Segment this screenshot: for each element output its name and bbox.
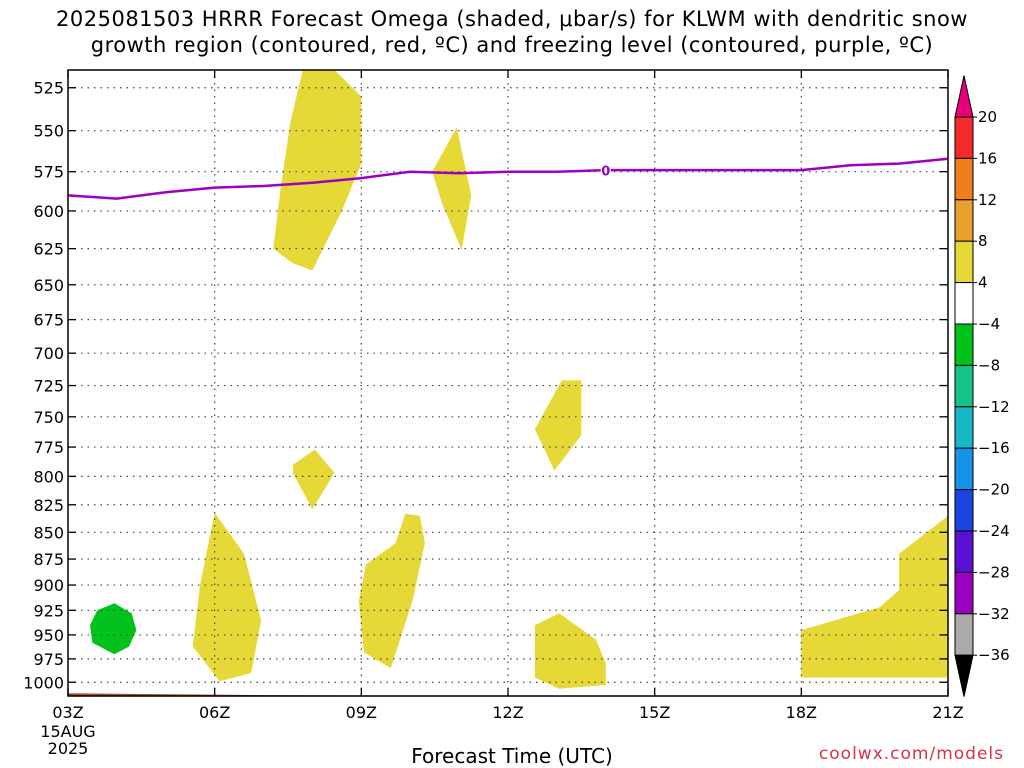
axes: 525 550 575 600 625 650 675 700 725 750 775 800 825 8… [23, 70, 964, 758]
colorbar-swatch [954, 282, 974, 325]
freezing-level-line [67, 157, 949, 200]
colorbar-label: −28 [978, 563, 1010, 581]
colorbar-swatch [954, 613, 974, 656]
y-tick-label: 725 [33, 377, 64, 396]
x-tick-label: 21Z [932, 703, 963, 722]
colorbar-swatch [954, 240, 974, 284]
x-tick-label: 09Z [346, 703, 377, 722]
y-tick-label: 775 [33, 438, 64, 457]
colorbar-label: −20 [978, 481, 1010, 499]
x-tick-label: 06Z [199, 703, 230, 722]
x-tick-label: 12Z [492, 703, 523, 722]
y-tick-label: 675 [33, 311, 64, 330]
title-line-2: growth region (contoured, red, ºC) and f… [90, 33, 934, 57]
omega-region-4 [292, 449, 335, 510]
colorbar-label: −16 [978, 439, 1010, 457]
y-tick-label: 800 [33, 467, 64, 486]
colorbar-label: −32 [978, 605, 1010, 623]
colorbar-swatch [954, 364, 974, 408]
freezing-level-label: 0 [601, 165, 610, 180]
y-tick-label: 525 [33, 79, 64, 98]
omega-region-7 [534, 613, 606, 689]
colorbar-swatch [954, 530, 974, 573]
x-tick-label: 15Z [639, 703, 670, 722]
x-tick-label: 03Z [52, 703, 83, 722]
colorbar-swatch [954, 489, 974, 532]
x-tick-label: 18Z [786, 703, 817, 722]
y-tick-label: 875 [33, 550, 64, 569]
colorbar-label: −36 [978, 646, 1010, 664]
omega-regions [90, 70, 948, 689]
y-tick-label: 625 [33, 240, 64, 259]
colorbar-label: 4 [978, 274, 988, 292]
x-axis-label: Forecast Time (UTC) [411, 744, 613, 768]
y-tick-label: 750 [33, 408, 64, 427]
omega-region-1 [273, 70, 362, 271]
x-start-date-label: 15AUG [40, 722, 95, 741]
omega-region-5 [192, 512, 262, 682]
colorbar-swatch [954, 447, 974, 491]
colorbar-swatch [954, 323, 974, 366]
y-tick-label: 900 [33, 576, 64, 595]
colorbar-label: −4 [978, 315, 1000, 333]
colorbar-label: −12 [978, 398, 1010, 416]
colorbar-swatch [954, 654, 974, 697]
y-tick-label: 1000 [23, 673, 64, 692]
colorbar-swatch [954, 75, 974, 118]
freezing-level-layer: 0 [67, 157, 949, 200]
colorbar-swatch [954, 571, 974, 615]
x-start-date-label: 2025 [48, 739, 89, 758]
omega-region-2 [432, 127, 472, 251]
omega-region-6 [358, 513, 425, 669]
colorbar-swatch [954, 199, 974, 242]
colorbar-swatch [954, 116, 974, 159]
omega-region-9 [90, 603, 137, 655]
y-tick-label: 600 [33, 202, 64, 221]
grid-lines [68, 70, 948, 696]
y-tick-label: 975 [33, 650, 64, 669]
chart-title: 2025081503 HRRR Forecast Omega (shaded, … [0, 6, 1024, 58]
y-tick-label: 650 [33, 276, 64, 295]
y-tick-label: 550 [33, 122, 64, 141]
y-tick-label: 575 [33, 163, 64, 182]
title-line-1: 2025081503 HRRR Forecast Omega (shaded, … [56, 7, 968, 31]
colorbar-label: 8 [978, 232, 988, 250]
y-tick-label: 850 [33, 523, 64, 542]
y-tick-label: 925 [33, 601, 64, 620]
colorbar-label: 16 [978, 149, 997, 167]
y-tick-label: 700 [33, 344, 64, 363]
colorbar-label: −8 [978, 356, 1000, 374]
colorbar-label: 12 [978, 191, 997, 209]
colorbar-swatch [954, 406, 974, 449]
y-tick-label: 950 [33, 626, 64, 645]
colorbar-label: 20 [978, 108, 997, 126]
freezing-label-bg [600, 162, 611, 177]
colorbar-label: −24 [978, 522, 1010, 540]
omega-region-8 [801, 515, 948, 678]
y-tick-label: 825 [33, 496, 64, 515]
credit-text: coolwx.com/models [818, 744, 1004, 764]
colorbar: 20 16 12 8 4 −4 −8 −12 −16 −20 −24 −28 −32 −36 [954, 75, 1010, 697]
omega-region-3 [534, 380, 582, 471]
colorbar-swatch [954, 157, 974, 201]
